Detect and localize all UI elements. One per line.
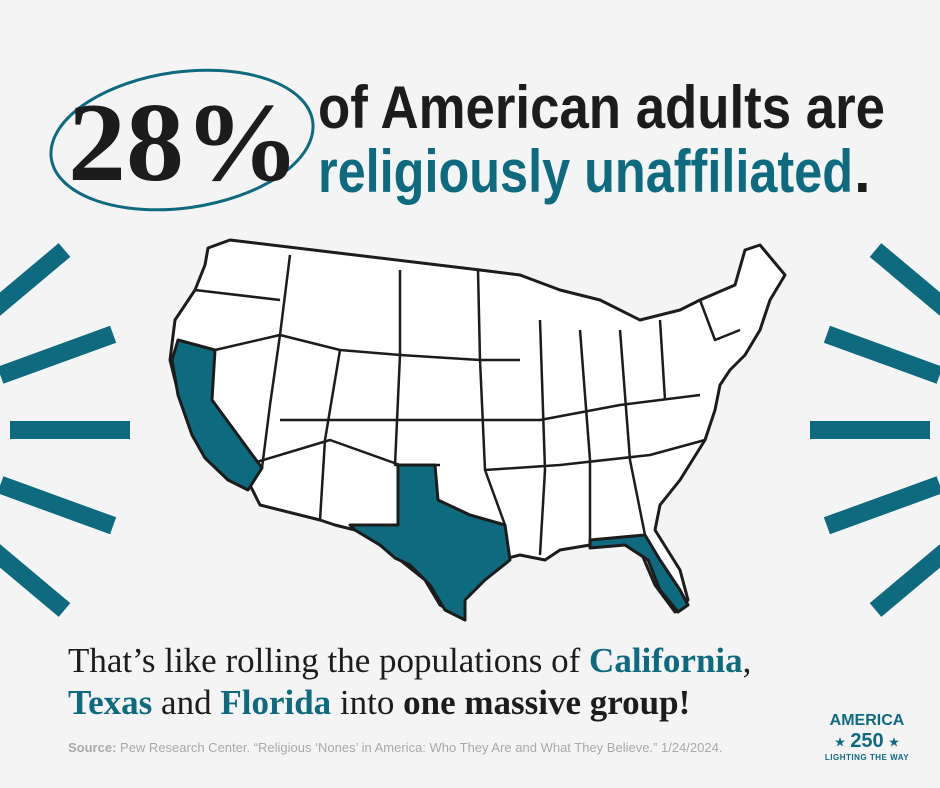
headline-line2: religiously unaffiliated <box>318 138 853 205</box>
body-comma: , <box>742 641 752 680</box>
state-florida <box>588 533 690 614</box>
highlight-florida: Florida <box>220 683 332 722</box>
body-emphasis: one massive group! <box>403 683 691 722</box>
logo-star <box>889 736 900 747</box>
headline-stat: 28% <box>68 81 300 205</box>
body-into: into <box>339 683 395 722</box>
stat-circle <box>49 68 315 212</box>
state-california <box>170 338 264 492</box>
sunburst-rays <box>0 243 940 617</box>
logo-number: 250 <box>850 730 884 752</box>
logo-tagline: LIGHTING THE WAY <box>824 753 910 762</box>
highlight-california: California <box>589 641 743 680</box>
logo: AMERICA 250 LIGHTING THE WAY <box>822 712 912 764</box>
source: Source: Pew Research Center. “Religious … <box>68 740 722 755</box>
body-intro: That’s like rolling the populations of <box>68 641 581 680</box>
logo-star <box>834 736 845 747</box>
headline-line1: of American adults are <box>318 74 885 141</box>
source-label: Source: <box>68 740 117 755</box>
state-texas <box>348 463 512 622</box>
logo-name: AMERICA <box>829 712 905 729</box>
headline-period: . <box>854 138 871 205</box>
highlight-texas: Texas <box>68 683 153 722</box>
body-and: and <box>161 683 212 722</box>
us-map <box>168 238 787 622</box>
source-text: Pew Research Center. “Religious ‘Nones’ … <box>120 740 723 755</box>
body-text: That’s like rolling the populations of C… <box>68 640 751 724</box>
logo-number-row: 250 <box>822 730 912 752</box>
state-borders <box>194 254 741 556</box>
